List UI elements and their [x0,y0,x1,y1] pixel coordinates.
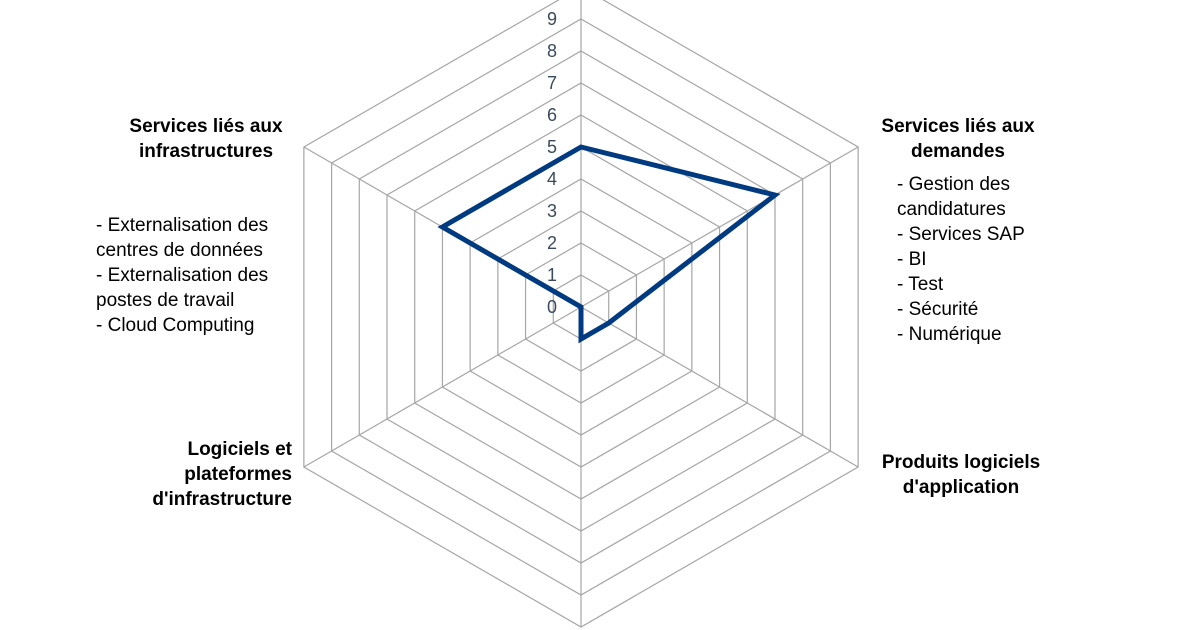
axis-title: Services liés aux infrastructures [129,116,283,162]
grid-spoke [580,146,859,308]
list-item: - BI [897,249,927,270]
axis-label-logiciels-plateformes: Logiciels et plateformes d'infrastructur… [108,437,292,512]
axis-label-services-demandes: Services liés aux demandes [868,114,1048,164]
tick-label: 0 [547,297,557,317]
axis-title: Produits logiciels d'application [881,452,1041,498]
tick-label: 3 [547,201,557,221]
series-line [437,144,781,344]
list-item: - Gestion des candidatures [897,174,1010,220]
tick-label: 6 [547,105,557,125]
list-item: - Externalisation des postes de travail [96,265,269,311]
tick-label: 9 [547,9,557,29]
tick-label: 4 [547,169,557,189]
grid-spoke [303,306,582,468]
list-item: - Test [897,274,944,295]
tick-label: 1 [547,265,557,285]
axis-label-produits-logiciels: Produits logiciels d'application [866,450,1056,500]
axis-label-services-infrastructures: Services liés aux infrastructures [108,114,304,164]
axis-title: Services liés aux demandes [881,116,1035,162]
axis-title: Logiciels et plateformes d'infrastructur… [152,439,292,510]
list-item: - Numérique [897,324,1002,345]
tick-label: 2 [547,233,557,253]
tick-label: 7 [547,73,557,93]
demandes-item-list: - Gestion des candidatures - Services SA… [897,172,1097,347]
list-item: - Cloud Computing [96,315,255,336]
tick-label: 8 [547,41,557,61]
list-item: - Services SAP [897,224,1025,245]
infrastructures-item-list: - Externalisation des centres de données… [96,213,296,338]
grid-spoke [580,306,859,468]
list-item: - Externalisation des centres de données [96,215,269,261]
list-item: - Sécurité [897,299,979,320]
tick-label: 5 [547,137,557,157]
